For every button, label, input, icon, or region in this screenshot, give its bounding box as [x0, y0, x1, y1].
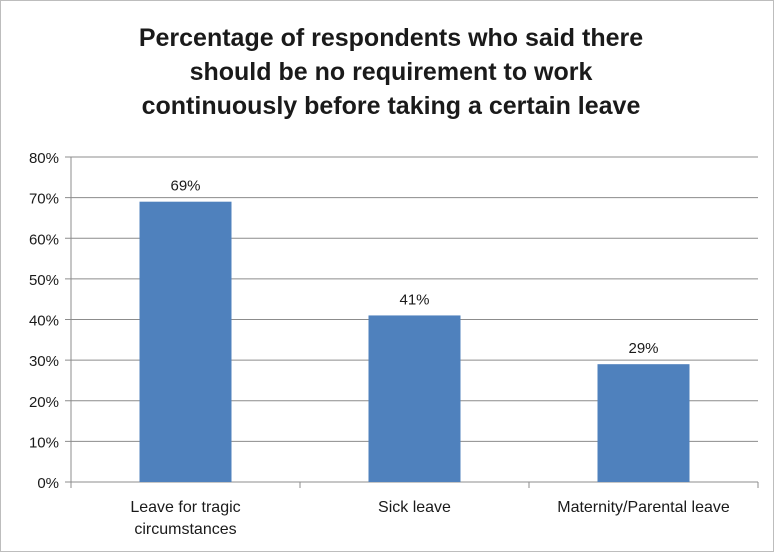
x-tick-label: Leave for tragic — [130, 499, 240, 516]
data-label: 41% — [399, 291, 429, 308]
chart-title-line: should be no requirement to work — [189, 58, 593, 86]
bar — [368, 315, 461, 482]
y-tick-label: 30% — [29, 353, 59, 370]
y-tick-label: 0% — [37, 475, 59, 492]
chart-title-line: continuously before taking a certain lea… — [141, 92, 641, 120]
bar — [597, 364, 690, 482]
x-tick-label: Sick leave — [378, 499, 451, 516]
chart-title-line: Percentage of respondents who said there — [138, 24, 644, 52]
y-tick-label: 70% — [29, 191, 59, 208]
y-tick-label: 50% — [29, 272, 59, 289]
x-tick-label: Maternity/Parental leave — [557, 499, 730, 516]
data-label: 29% — [628, 340, 658, 357]
y-tick-label: 60% — [29, 231, 59, 248]
chart-title: Percentage of respondents who said there… — [61, 21, 721, 123]
bar — [139, 201, 232, 482]
data-label: 69% — [170, 178, 200, 195]
x-tick-label: circumstances — [134, 521, 236, 538]
y-tick-label: 80% — [29, 150, 59, 167]
y-tick-label: 20% — [29, 394, 59, 411]
y-tick-label: 40% — [29, 313, 59, 330]
y-tick-label: 10% — [29, 434, 59, 451]
